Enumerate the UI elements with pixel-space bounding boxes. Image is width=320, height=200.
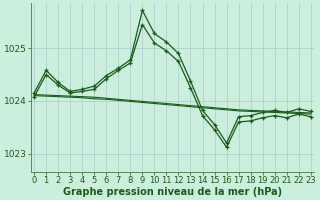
X-axis label: Graphe pression niveau de la mer (hPa): Graphe pression niveau de la mer (hPa) (63, 187, 282, 197)
